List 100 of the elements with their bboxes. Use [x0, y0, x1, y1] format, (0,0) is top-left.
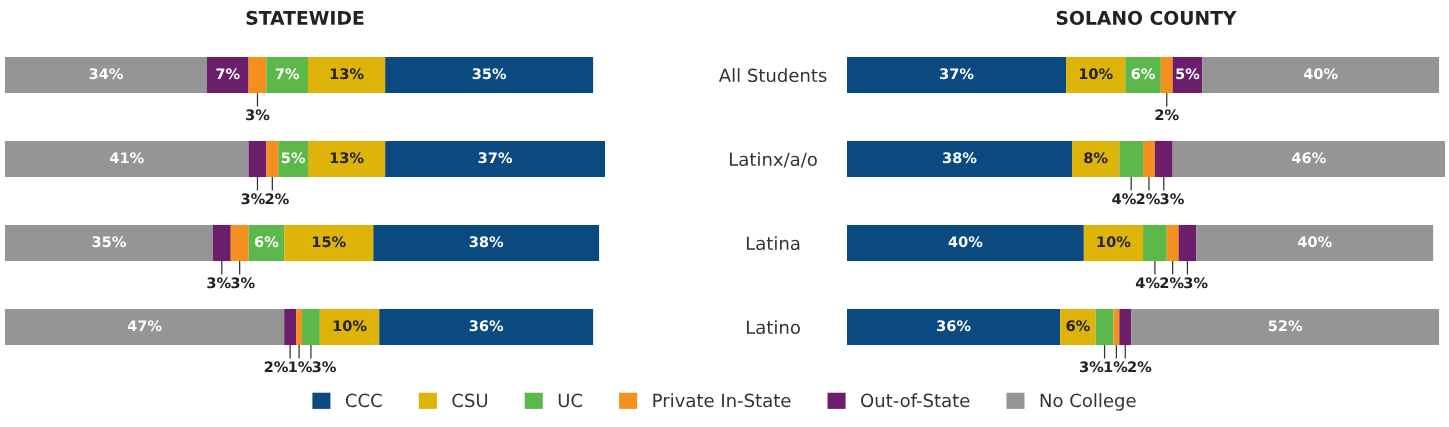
bar: [1095, 308, 1114, 346]
chart-title: STATEWIDE: [246, 10, 364, 25]
data-label: 3%: [312, 361, 336, 373]
bar: [266, 140, 279, 178]
bar: [1172, 140, 1445, 178]
data-label: 2%: [1128, 361, 1152, 373]
bar: [248, 140, 267, 178]
bar: [212, 224, 231, 262]
bar: [847, 140, 1072, 178]
data-label: 41%: [109, 152, 144, 164]
data-label: 2%: [1136, 193, 1160, 205]
data-label: 6%: [1131, 68, 1155, 80]
data-label: 34%: [89, 68, 123, 80]
data-label: 2%: [1155, 109, 1179, 121]
bar: [307, 140, 386, 178]
data-label: 7%: [216, 68, 240, 80]
legend-label: UC: [558, 393, 583, 408]
data-label: 3%: [241, 193, 265, 205]
data-label: 4%: [1135, 277, 1160, 289]
data-label: 35%: [92, 236, 126, 248]
legend-label: CCC: [345, 393, 382, 408]
bar: [1119, 140, 1144, 178]
data-label: 1%: [289, 361, 312, 373]
data-label: 3%: [1160, 193, 1184, 205]
bar: [1113, 308, 1120, 346]
data-label: 2%: [265, 193, 289, 205]
data-label: 40%: [948, 236, 983, 248]
data-label: 3%: [1080, 361, 1104, 373]
data-label: 3%: [207, 277, 231, 289]
bar: [1178, 224, 1197, 262]
bar: [5, 308, 285, 346]
bar: [1125, 56, 1161, 94]
data-label: 38%: [943, 152, 977, 164]
legend-label: Out-of-State: [861, 393, 970, 408]
bar: [284, 224, 374, 262]
data-label: 37%: [478, 152, 513, 164]
bar: [230, 224, 249, 262]
data-label: 5%: [281, 152, 306, 164]
data-label: 47%: [127, 320, 162, 332]
legend-label: CSU: [452, 393, 488, 408]
data-label: 3%: [246, 109, 270, 121]
data-label: 36%: [937, 320, 971, 332]
bar: [1202, 56, 1440, 94]
data-label: 4%: [1112, 193, 1136, 205]
bar: [1131, 308, 1440, 346]
bar: [847, 308, 1061, 346]
data-label: 40%: [1303, 68, 1338, 80]
data-label: 36%: [469, 320, 504, 332]
data-label: 1%: [1104, 361, 1128, 373]
bar: [296, 308, 303, 346]
data-label: 6%: [254, 236, 279, 248]
bar: [1060, 308, 1096, 346]
bar: [302, 308, 320, 346]
bar: [1196, 224, 1434, 262]
data-label: 37%: [940, 68, 974, 80]
data-label: 10%: [333, 320, 367, 332]
data-label: 7%: [275, 68, 300, 80]
y-tick-label: Latina: [746, 236, 800, 251]
legend-label: Private In-State: [653, 393, 791, 408]
data-label: 13%: [330, 152, 364, 164]
bar: [1143, 140, 1155, 178]
bar: [307, 56, 386, 94]
data-label: 3%: [231, 277, 255, 289]
bar: [5, 56, 207, 94]
bar: [1166, 224, 1179, 262]
bar: [1066, 56, 1126, 94]
data-label: 10%: [1079, 68, 1113, 80]
data-label: 2%: [1160, 277, 1184, 289]
bar: [1119, 308, 1132, 346]
data-label: 5%: [1176, 68, 1200, 80]
bar: [379, 308, 594, 346]
bar: [847, 56, 1067, 94]
bar: [5, 140, 249, 178]
y-tick-label: Latinx/a/o: [730, 152, 817, 168]
data-label: 10%: [1097, 236, 1131, 248]
chart-title: SOLANO COUNTY: [1056, 10, 1237, 25]
y-tick-label: All Students: [718, 68, 827, 83]
bar: [1083, 224, 1144, 262]
data-label: 15%: [312, 236, 346, 248]
data-label: 2%: [264, 361, 288, 373]
bar: [284, 308, 297, 346]
bar: [1160, 56, 1173, 94]
bar: [5, 224, 213, 262]
data-label: 46%: [1292, 152, 1326, 164]
bar: [385, 140, 605, 178]
bar: [847, 224, 1084, 262]
y-tick-label: Latino: [746, 320, 800, 335]
data-label: 38%: [469, 236, 504, 248]
bar: [266, 56, 308, 94]
bar: [385, 56, 594, 94]
data-label: 52%: [1268, 320, 1303, 332]
bar: [248, 56, 267, 94]
bar: [373, 224, 600, 262]
bar: [1154, 140, 1173, 178]
legend-label: No College: [1040, 393, 1136, 411]
bar: [206, 56, 249, 94]
bar: [319, 308, 380, 346]
data-label: 3%: [1184, 277, 1208, 289]
data-label: 13%: [330, 68, 364, 80]
data-label: 35%: [472, 68, 507, 80]
